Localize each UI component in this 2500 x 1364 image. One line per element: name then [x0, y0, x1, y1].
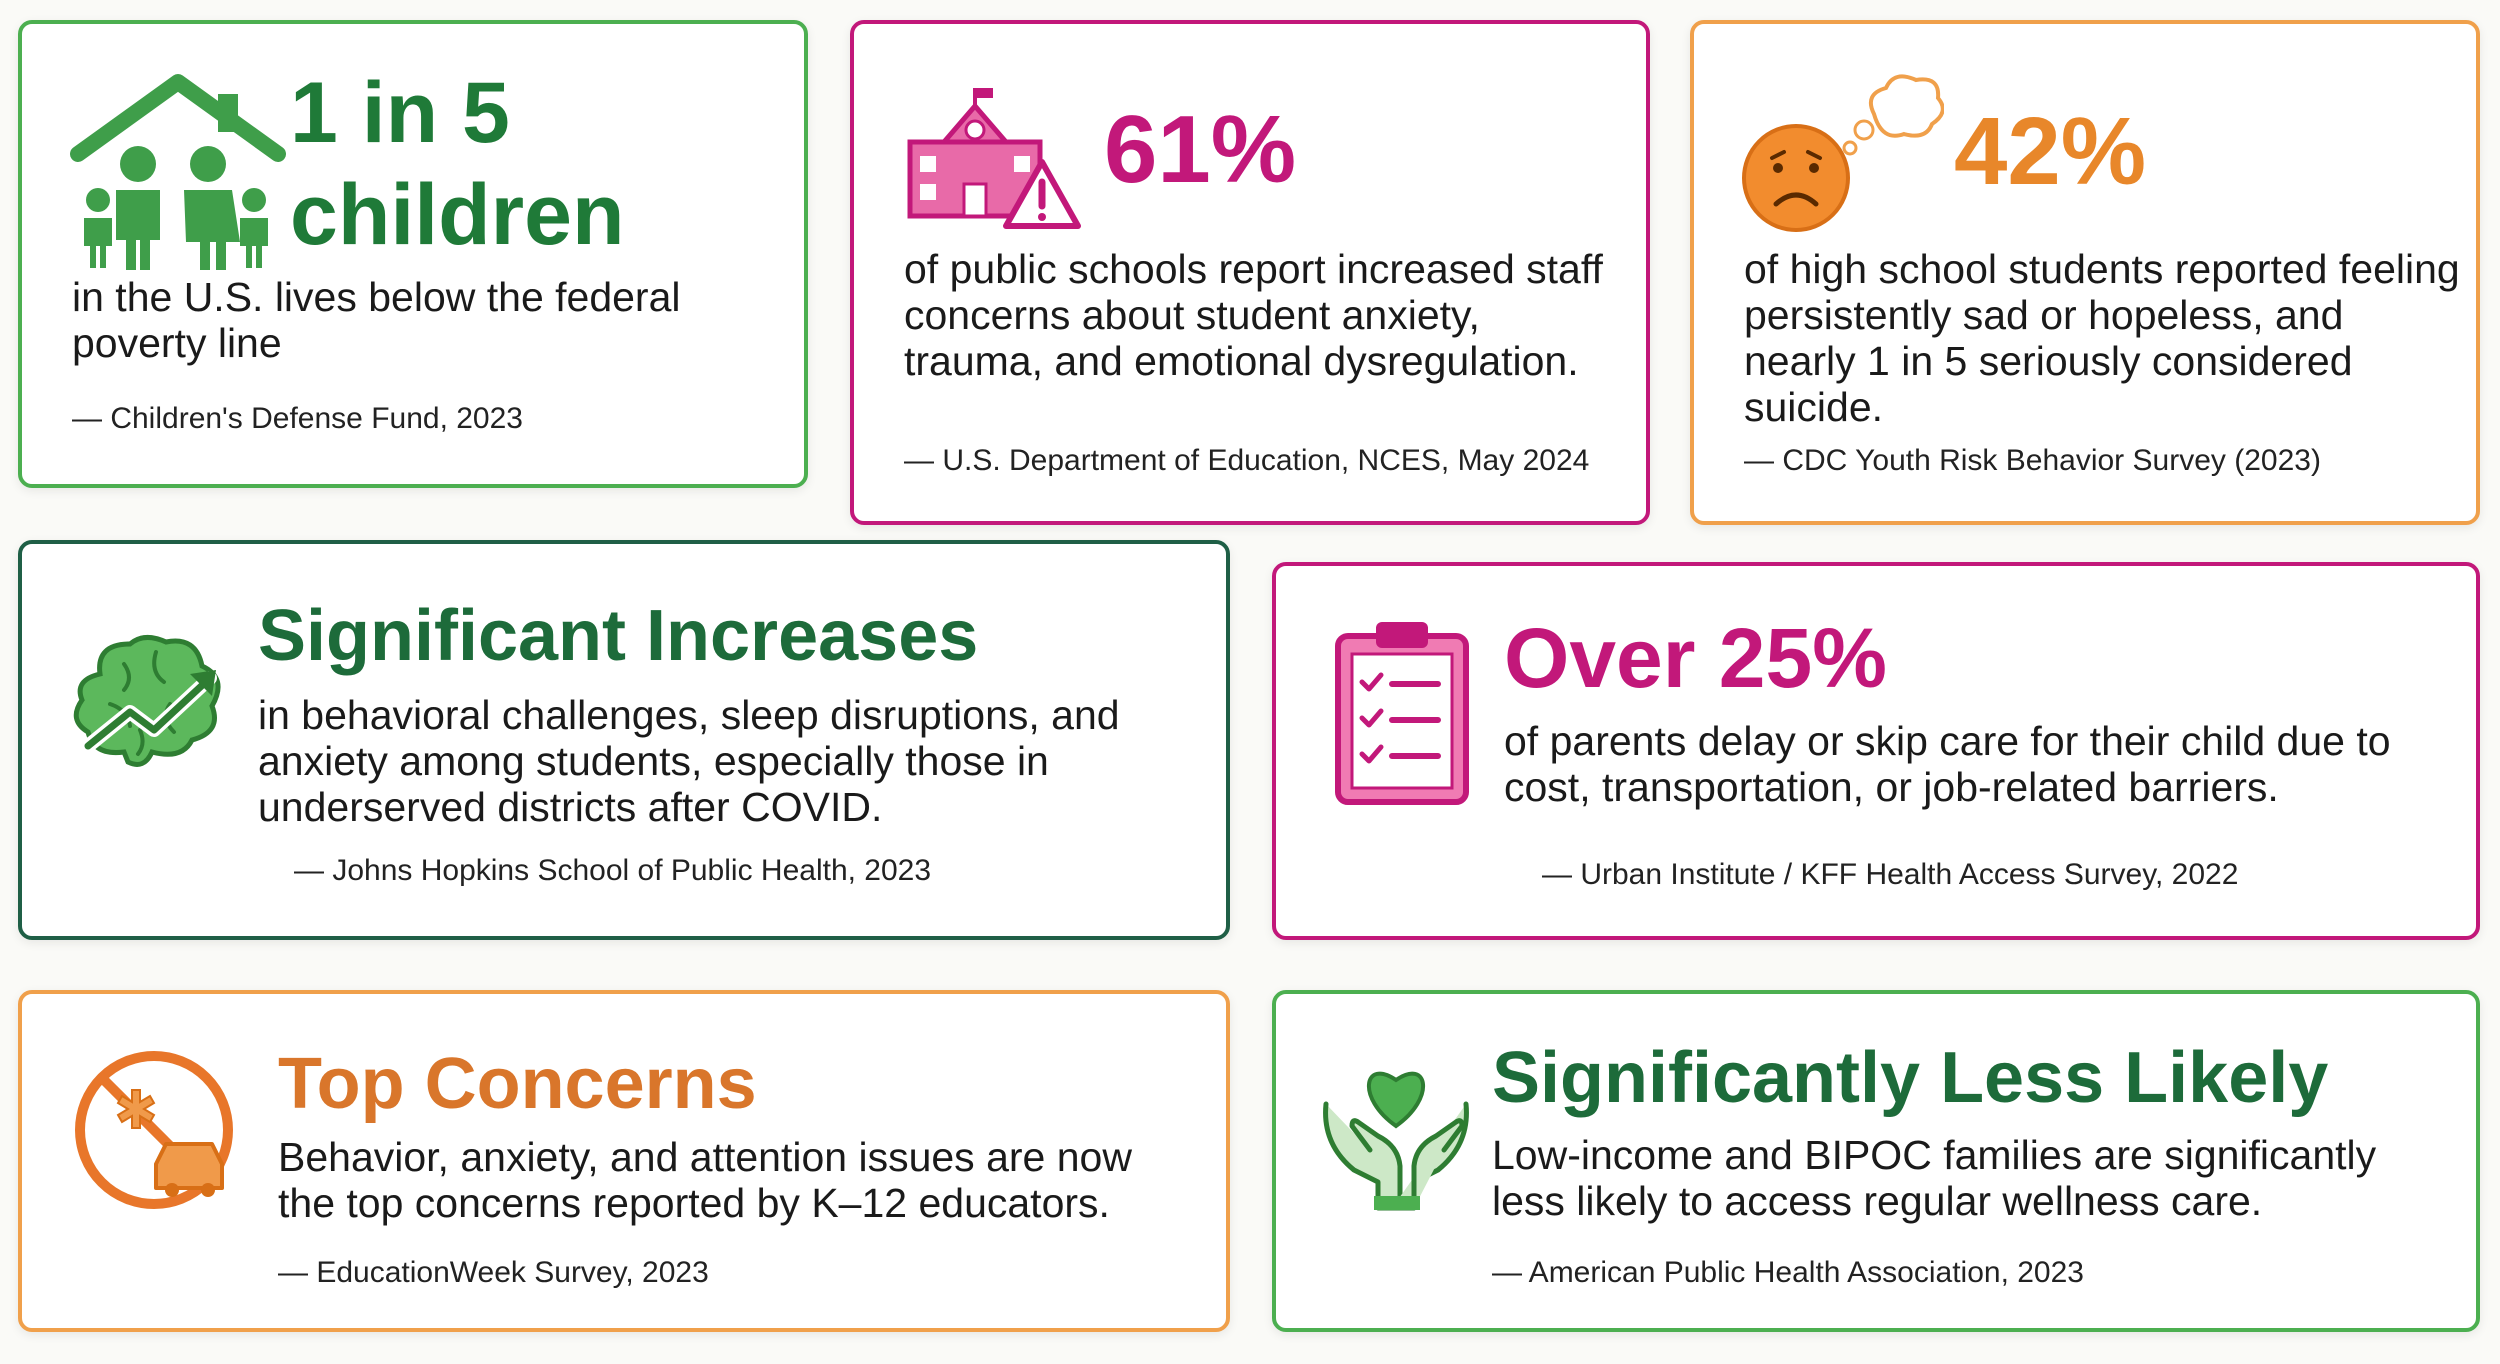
stat-card-schools: 61% of public schools report increased s… — [850, 20, 1650, 525]
stat-headline: Significantly Less Likely — [1492, 1038, 2329, 1118]
stat-body: of parents delay or skip care for their … — [1504, 718, 2391, 810]
stat-card-likely: Significantly Less Likely Low-income and… — [1272, 990, 2480, 1332]
brain-trend-icon — [73, 635, 221, 767]
stat-body: Behavior, anxiety, and attention issues … — [278, 1134, 1132, 1226]
stat-body: in behavioral challenges, sleep disrupti… — [258, 692, 1120, 830]
stat-source: — U.S. Department of Education, NCES, Ma… — [904, 444, 1590, 477]
stat-card-increases: Significant Increases in behavioral chal… — [18, 540, 1230, 940]
stat-source: — EducationWeek Survey, 2023 — [278, 1256, 709, 1289]
stat-headline: Significant Increases — [258, 596, 979, 676]
stat-body: of high school students reported feeling… — [1744, 246, 2460, 430]
school-warning-icon — [907, 88, 1081, 229]
stat-source: — American Public Health Association, 20… — [1492, 1256, 2084, 1289]
headline-line-1: 1 in 5 — [290, 65, 510, 161]
stat-card-sadness: 42% of high school students reported fee… — [1690, 20, 2480, 525]
stat-card-poverty: 1 in 5 children in the U.S. lives below … — [18, 20, 808, 488]
family-house-icon — [70, 74, 286, 270]
stat-body: in the U.S. lives below the federal pove… — [72, 274, 681, 366]
clipboard-checklist-icon — [1335, 622, 1469, 805]
stat-source: — CDC Youth Risk Behavior Survey (2023) — [1744, 444, 2321, 477]
stat-card-parents: Over 25% of parents delay or skip care f… — [1272, 562, 2480, 940]
sad-face-thought-icon — [1742, 74, 1944, 232]
no-medical-transport-icon — [75, 1051, 233, 1209]
stat-headline: 61% — [1104, 96, 1297, 203]
headline-line-2: children — [290, 167, 625, 263]
stat-body: of public schools report increased staff… — [904, 246, 1603, 384]
stat-source: — Johns Hopkins School of Public Health,… — [294, 854, 932, 887]
stat-source: — Children's Defense Fund, 2023 — [72, 402, 523, 435]
stat-headline: Top Concerns — [278, 1044, 757, 1124]
hands-heart-icon — [1323, 1071, 1469, 1211]
stat-headline: Over 25% — [1504, 611, 1887, 705]
stat-source: — Urban Institute / KFF Health Access Su… — [1542, 858, 2239, 891]
stat-headline: 42% — [1954, 98, 2147, 205]
stat-body: Low-income and BIPOC families are signif… — [1492, 1132, 2377, 1224]
stat-card-concerns: Top Concerns Behavior, anxiety, and atte… — [18, 990, 1230, 1332]
